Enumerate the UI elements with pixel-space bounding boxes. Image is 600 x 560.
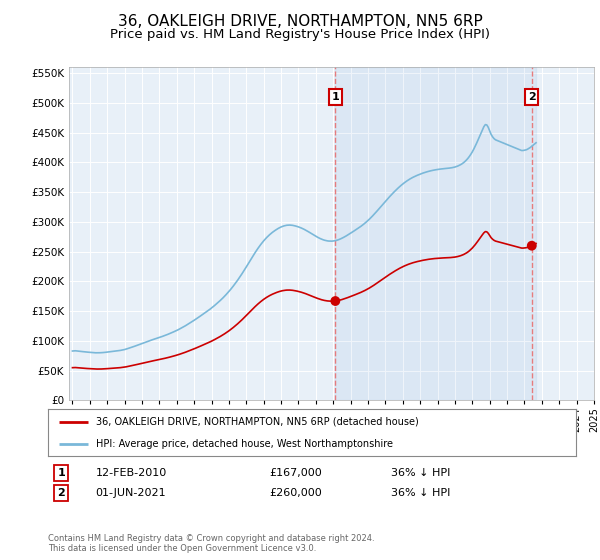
Text: 12-FEB-2010: 12-FEB-2010 (95, 468, 167, 478)
Text: 36% ↓ HPI: 36% ↓ HPI (391, 488, 451, 498)
Text: 2: 2 (528, 92, 536, 102)
Text: £260,000: £260,000 (270, 488, 323, 498)
Text: Price paid vs. HM Land Registry's House Price Index (HPI): Price paid vs. HM Land Registry's House … (110, 28, 490, 41)
Text: 01-JUN-2021: 01-JUN-2021 (95, 488, 166, 498)
Point (527, 241, 536, 250)
Text: HPI: Average price, detached house, West Northamptonshire: HPI: Average price, detached house, West… (95, 438, 392, 449)
Text: 36% ↓ HPI: 36% ↓ HPI (391, 468, 451, 478)
Text: 2: 2 (58, 488, 65, 498)
Bar (335, 67, 536, 400)
Text: 1: 1 (58, 468, 65, 478)
Text: 36, OAKLEIGH DRIVE, NORTHAMPTON, NN5 6RP (detached house): 36, OAKLEIGH DRIVE, NORTHAMPTON, NN5 6RP… (95, 417, 418, 427)
Text: 36, OAKLEIGH DRIVE, NORTHAMPTON, NN5 6RP: 36, OAKLEIGH DRIVE, NORTHAMPTON, NN5 6RP (118, 14, 482, 29)
Text: Contains HM Land Registry data © Crown copyright and database right 2024.
This d: Contains HM Land Registry data © Crown c… (48, 534, 374, 553)
Text: 1: 1 (331, 92, 339, 102)
Point (331, 297, 340, 306)
Text: £167,000: £167,000 (270, 468, 323, 478)
